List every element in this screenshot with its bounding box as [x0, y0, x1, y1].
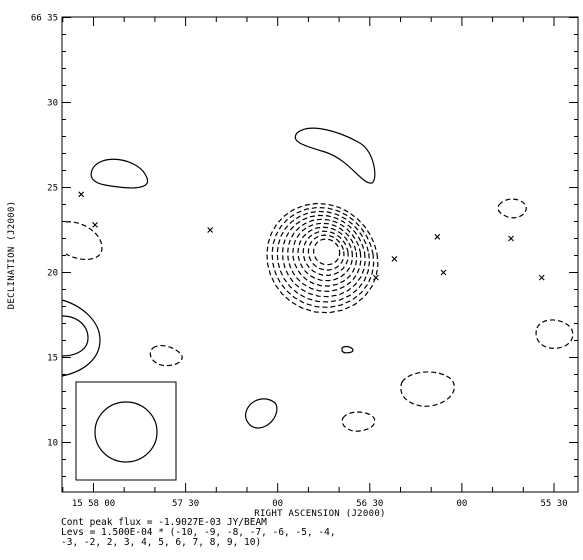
- y-tick-label: 15: [47, 354, 58, 364]
- contour-negative: [307, 234, 345, 271]
- levels-text-2: -3, -2, 2, 3, 4, 5, 6, 7, 8, 9, 10): [61, 537, 262, 548]
- y-tick-label: 30: [47, 99, 58, 109]
- peak-flux-text: Cont peak flux = -1.9027E-03 JY/BEAM: [61, 517, 267, 528]
- footer-notes: Cont peak flux = -1.9027E-03 JY/BEAM Levs…: [61, 518, 336, 548]
- source-marker: [207, 227, 214, 233]
- source-marker: [92, 222, 98, 228]
- contour-positive: [90, 158, 148, 189]
- axis-ticks: [62, 17, 578, 492]
- source-marker: [508, 235, 514, 242]
- contour-positive: [294, 127, 376, 184]
- contour-negative: [497, 198, 527, 219]
- contour-negative: [287, 218, 362, 293]
- contour-negative: [297, 226, 354, 282]
- y-tick-label: 20: [47, 269, 58, 279]
- y-axis-title: DECLINATION (J2000): [7, 201, 17, 310]
- y-tick-labels: 66 35 30 25 20 15 10: [31, 14, 58, 449]
- contour-negative: [266, 202, 379, 314]
- beam-ellipse: [94, 401, 158, 463]
- contour-negative: [271, 206, 375, 309]
- source-marker: [440, 269, 447, 276]
- x-tick-label: 57 30: [172, 499, 199, 509]
- source-marker: [538, 274, 545, 281]
- y-tick-label: 10: [47, 439, 58, 449]
- x-tick-label: 55 30: [540, 499, 567, 509]
- positive-contours: [61, 127, 376, 429]
- levels-text-1: Levs = 1.500E-04 * (-10, -9, -8, -7, -6,…: [61, 527, 336, 538]
- plot-frame: [61, 16, 579, 493]
- contour-negative: [535, 319, 574, 349]
- contour-negative: [312, 238, 341, 266]
- x-tick-label: 56 30: [356, 499, 383, 509]
- contour-positive: [61, 299, 101, 377]
- contour-positive: [61, 315, 89, 357]
- contour-positive: [245, 398, 278, 429]
- y-tick-label: 66 35: [31, 14, 58, 24]
- contour-negative: [65, 221, 103, 260]
- negative-contours: [65, 198, 574, 432]
- source-marker: [78, 191, 85, 198]
- contour-negative: [302, 230, 349, 277]
- y-tick-label: 25: [47, 184, 58, 194]
- source-marker: [373, 274, 379, 281]
- x-tick-label: 00: [456, 499, 467, 509]
- contour-negative: [281, 214, 366, 298]
- contour-negative: [292, 222, 358, 287]
- source-marker: [434, 233, 441, 240]
- contour-negative: [341, 411, 376, 432]
- beam-box: [75, 381, 177, 481]
- source-markers: [78, 191, 545, 281]
- x-axis-title: RIGHT ASCENSION (J2000): [254, 509, 386, 519]
- x-tick-label: 15 58 00: [72, 499, 115, 509]
- contour-negative: [149, 344, 183, 367]
- contour-negative: [276, 210, 371, 303]
- contour-positive: [341, 345, 354, 354]
- source-marker: [391, 256, 398, 262]
- contour-negative: [400, 371, 455, 407]
- x-tick-label: 00: [272, 499, 283, 509]
